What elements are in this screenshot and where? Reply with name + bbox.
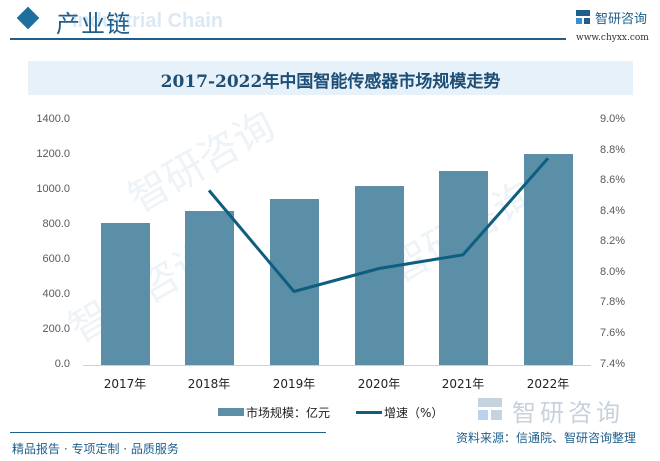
brand-logo-icon bbox=[576, 10, 590, 24]
y-left-tick: 600.0 bbox=[42, 253, 70, 265]
y-left-tick: 400.0 bbox=[42, 288, 70, 300]
brand-url: www.chyxx.com bbox=[576, 33, 649, 43]
page-header: Industrial Chain 产业链 智研咨询 www.chyxx.com bbox=[0, 0, 660, 50]
x-tick: 2021年 bbox=[441, 377, 485, 391]
x-axis-line bbox=[83, 365, 591, 366]
brand-name: 智研咨询 bbox=[595, 12, 648, 27]
footer-brand-logo-icon bbox=[478, 398, 504, 420]
footer-divider bbox=[10, 432, 326, 433]
bar bbox=[270, 198, 319, 365]
x-tick: 2017年 bbox=[103, 377, 147, 391]
y-right-tick: 8.6% bbox=[600, 174, 626, 186]
y-left-tick: 800.0 bbox=[42, 218, 70, 230]
legend-line-label: 增速（%） bbox=[384, 406, 444, 420]
bar bbox=[355, 185, 404, 365]
footer-brand-watermark: 智研咨询 bbox=[512, 399, 624, 427]
y-left-tick: 200.0 bbox=[42, 323, 70, 335]
y-right-tick: 8.2% bbox=[600, 235, 626, 247]
bar bbox=[439, 170, 488, 365]
y-right-tick: 7.8% bbox=[600, 296, 626, 308]
y-right-tick: 7.4% bbox=[600, 358, 626, 370]
x-tick: 2022年 bbox=[526, 377, 570, 391]
y-left-tick: 1000.0 bbox=[36, 183, 70, 195]
x-tick: 2018年 bbox=[187, 377, 231, 391]
y-right-tick: 9.0% bbox=[600, 113, 626, 125]
x-tick: 2020年 bbox=[357, 377, 401, 391]
y-left-tick: 1200.0 bbox=[36, 148, 70, 160]
y-right-tick: 8.8% bbox=[600, 144, 626, 156]
chart-title: 2017-2022年中国智能传感器市场规模走势 bbox=[160, 72, 501, 92]
data-source: 资料来源：信通院、智研咨询整理 bbox=[456, 431, 637, 445]
footer-tagline: 精品报告 · 专项定制 · 品质服务 bbox=[12, 442, 179, 456]
section-title: 产业链 bbox=[56, 10, 131, 38]
y-left-tick: 0.0 bbox=[54, 358, 70, 370]
section-subtitle-watermark: Industrial Chain bbox=[72, 10, 224, 32]
header-divider bbox=[10, 38, 566, 40]
y-right-tick: 8.4% bbox=[600, 205, 626, 217]
legend-line-swatch bbox=[356, 411, 382, 414]
y-right-tick: 8.0% bbox=[600, 266, 626, 278]
chart-title-band: 2017-2022年中国智能传感器市场规模走势 bbox=[28, 61, 633, 95]
y-right-tick: 7.6% bbox=[600, 327, 626, 339]
legend-bar-label: 市场规模：亿元 bbox=[246, 406, 331, 420]
legend-bar-swatch bbox=[218, 408, 244, 416]
x-tick: 2019年 bbox=[272, 377, 316, 391]
y-left-tick: 1400.0 bbox=[36, 113, 70, 125]
bar bbox=[524, 153, 573, 365]
bar bbox=[185, 211, 234, 365]
bar bbox=[101, 223, 150, 365]
